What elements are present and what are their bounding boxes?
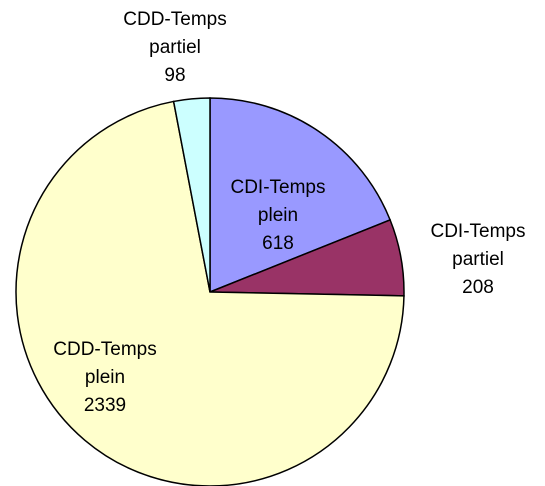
slice-name: CDD-Temps plein	[53, 339, 157, 388]
slice-label: CDI-Temps plein 618	[213, 174, 343, 258]
slice-label: CDD-Temps plein 2339	[40, 336, 170, 420]
slice-name: CDI-Temps partiel	[430, 221, 526, 270]
pie-slice	[172, 97, 211, 293]
slice-name: CDD-Temps partiel	[123, 9, 227, 58]
slice-label: CDD-Temps partiel 98	[110, 6, 240, 90]
slice-value: 618	[262, 233, 294, 254]
slice-value: 2339	[83, 395, 127, 416]
slice-value: 208	[462, 277, 494, 298]
pie-slice	[209, 97, 392, 294]
slice-value: 98	[164, 65, 186, 86]
pie-slice	[15, 100, 405, 486]
slice-label: CDI-Temps partiel 208	[413, 218, 543, 302]
slice-name: CDI-Temps plein	[230, 177, 326, 226]
